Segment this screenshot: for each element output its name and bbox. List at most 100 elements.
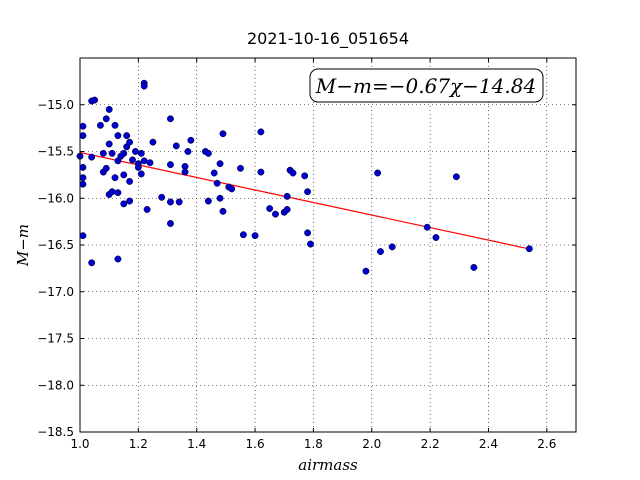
data-point: [388, 243, 396, 251]
data-point: [126, 177, 134, 185]
data-point: [108, 188, 116, 196]
data-point: [166, 161, 174, 169]
x-tick-label: 1.8: [304, 437, 323, 451]
x-tick-label: 1.4: [187, 437, 206, 451]
data-point: [251, 232, 259, 240]
y-tick-label: −15.5: [37, 145, 74, 159]
data-point: [432, 234, 440, 241]
fit-annotation: M−m=−0.67χ−14.84: [309, 68, 544, 103]
y-tick-label: −18.0: [37, 378, 74, 392]
data-point: [374, 169, 382, 177]
data-point: [304, 188, 312, 196]
data-point: [120, 149, 128, 157]
data-point: [187, 136, 195, 144]
x-tick-label: 1.0: [70, 437, 89, 451]
data-point: [204, 149, 212, 157]
data-point: [111, 174, 119, 182]
data-point: [96, 121, 104, 129]
data-point: [181, 168, 189, 176]
data-point: [105, 140, 113, 148]
data-point: [257, 168, 265, 176]
data-point: [213, 179, 221, 187]
data-point: [114, 132, 122, 140]
annotation-box: [309, 68, 544, 103]
data-point: [216, 194, 224, 202]
data-point: [129, 156, 136, 164]
data-point: [362, 267, 370, 275]
data-point: [283, 192, 291, 200]
y-tick-label: −17.5: [37, 332, 74, 346]
data-point: [79, 232, 87, 240]
data-point: [219, 207, 227, 215]
data-point: [216, 160, 224, 168]
axis-ticks: [79, 58, 576, 433]
data-point: [79, 174, 87, 182]
data-point: [79, 163, 87, 171]
chart-title: 2021-10-16_051654: [247, 29, 409, 49]
data-point: [126, 197, 134, 205]
data-point: [137, 170, 145, 178]
data-point: [126, 138, 134, 146]
data-point: [452, 173, 460, 181]
data-point: [283, 206, 291, 213]
data-point: [149, 138, 157, 146]
data-point: [137, 149, 145, 157]
data-point: [307, 240, 314, 248]
data-point: [143, 206, 151, 213]
data-point: [79, 122, 87, 130]
data-point: [184, 148, 192, 155]
annotation-text: M−m=−0.67χ−14.84: [315, 74, 536, 98]
data-point: [166, 115, 174, 123]
data-point: [239, 231, 247, 239]
data-point: [219, 130, 227, 138]
x-tick-label: 2.6: [537, 437, 556, 451]
data-point: [166, 198, 174, 206]
data-point: [204, 197, 212, 205]
data-point: [146, 159, 154, 167]
data-point: [99, 149, 107, 157]
data-point: [120, 200, 128, 208]
x-tick-label: 1.6: [246, 437, 265, 451]
data-point: [79, 132, 87, 140]
data-point: [79, 180, 87, 188]
x-tick-label: 2.2: [421, 437, 440, 451]
data-point: [131, 148, 139, 155]
data-point: [423, 223, 431, 231]
data-point: [120, 171, 128, 179]
x-tick-label: 2.4: [479, 437, 498, 451]
data-point: [377, 248, 384, 255]
y-tick-labels: −15.0 −15.5 −16.0 −16.5 −17.0 −17.5 −18.0 −18.5: [37, 98, 74, 439]
y-axis-label: M−m: [14, 224, 32, 267]
fit-line: [79, 151, 530, 250]
y-tick-label: −18.5: [37, 425, 74, 439]
data-point: [166, 220, 174, 227]
data-point: [470, 263, 478, 271]
data-point: [123, 132, 131, 140]
data-point: [88, 259, 96, 267]
data-point: [134, 163, 142, 171]
y-tick-label: −16.5: [37, 238, 74, 252]
x-tick-labels: 1.0 1.2 1.4 1.6 1.8 2.0 2.2 2.4 2.6: [70, 437, 556, 451]
y-tick-label: −16.0: [37, 191, 74, 205]
data-point: [525, 245, 533, 253]
data-point: [158, 193, 166, 201]
data-point: [114, 189, 122, 197]
data-point: [272, 210, 279, 218]
data-point: [172, 142, 180, 150]
data-point: [102, 115, 110, 123]
y-tick-label: −17.0: [37, 285, 74, 299]
data-point: [108, 149, 116, 157]
data-point: [91, 96, 99, 104]
x-axis-label: airmass: [298, 456, 358, 474]
data-point: [88, 153, 96, 161]
x-tick-label: 1.2: [129, 437, 148, 451]
data-point: [228, 185, 236, 193]
data-point: [210, 169, 218, 177]
fit-line-group: [79, 151, 530, 250]
x-tick-label: 2.0: [362, 437, 381, 451]
data-point: [257, 128, 265, 136]
data-point: [102, 164, 110, 172]
data-point: [140, 82, 148, 90]
data-point: [237, 164, 244, 172]
